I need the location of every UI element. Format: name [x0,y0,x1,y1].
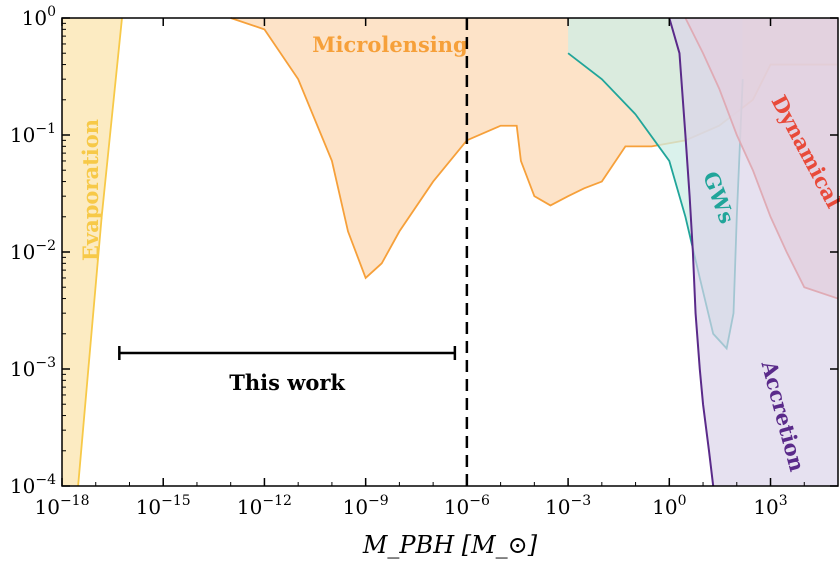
x-tick-label: 10−3 [545,493,591,519]
y-tick-label: 100 [22,4,56,30]
x-tick-label: 10−15 [136,493,191,519]
x-tick-label: 10−12 [237,493,292,519]
constraint-regions [62,17,839,487]
this-work-label: This work [229,370,345,395]
y-axis: 100 10−1 10−2 10−3 10−4 [10,4,838,498]
label-evaporation: Evaporation [78,119,103,261]
x-tick-label: 10−18 [35,493,90,519]
x-tick-label: 100 [652,493,686,519]
region-evaporation [62,18,122,486]
x-tick-label: 10−6 [444,493,490,519]
accretion-boundary [668,17,715,487]
y-tick-label: 10−3 [10,355,56,381]
x-axis: 10−18 10−15 10−12 10−9 10−6 10−3 100 103 [35,18,839,519]
region-accretion [669,18,838,486]
x-axis-title: M_PBH [M_⊙] [362,531,538,559]
y-tick-label: 10−1 [10,121,56,147]
y-tick-label: 10−2 [10,238,56,264]
this-work-range: This work [118,346,457,395]
evaporation-boundary [77,17,123,487]
label-microlensing: Microlensing [312,32,468,57]
y-tick-label: 10−4 [10,472,56,498]
x-tick-label: 10−9 [343,493,389,519]
x-tick-label: 103 [753,493,787,519]
